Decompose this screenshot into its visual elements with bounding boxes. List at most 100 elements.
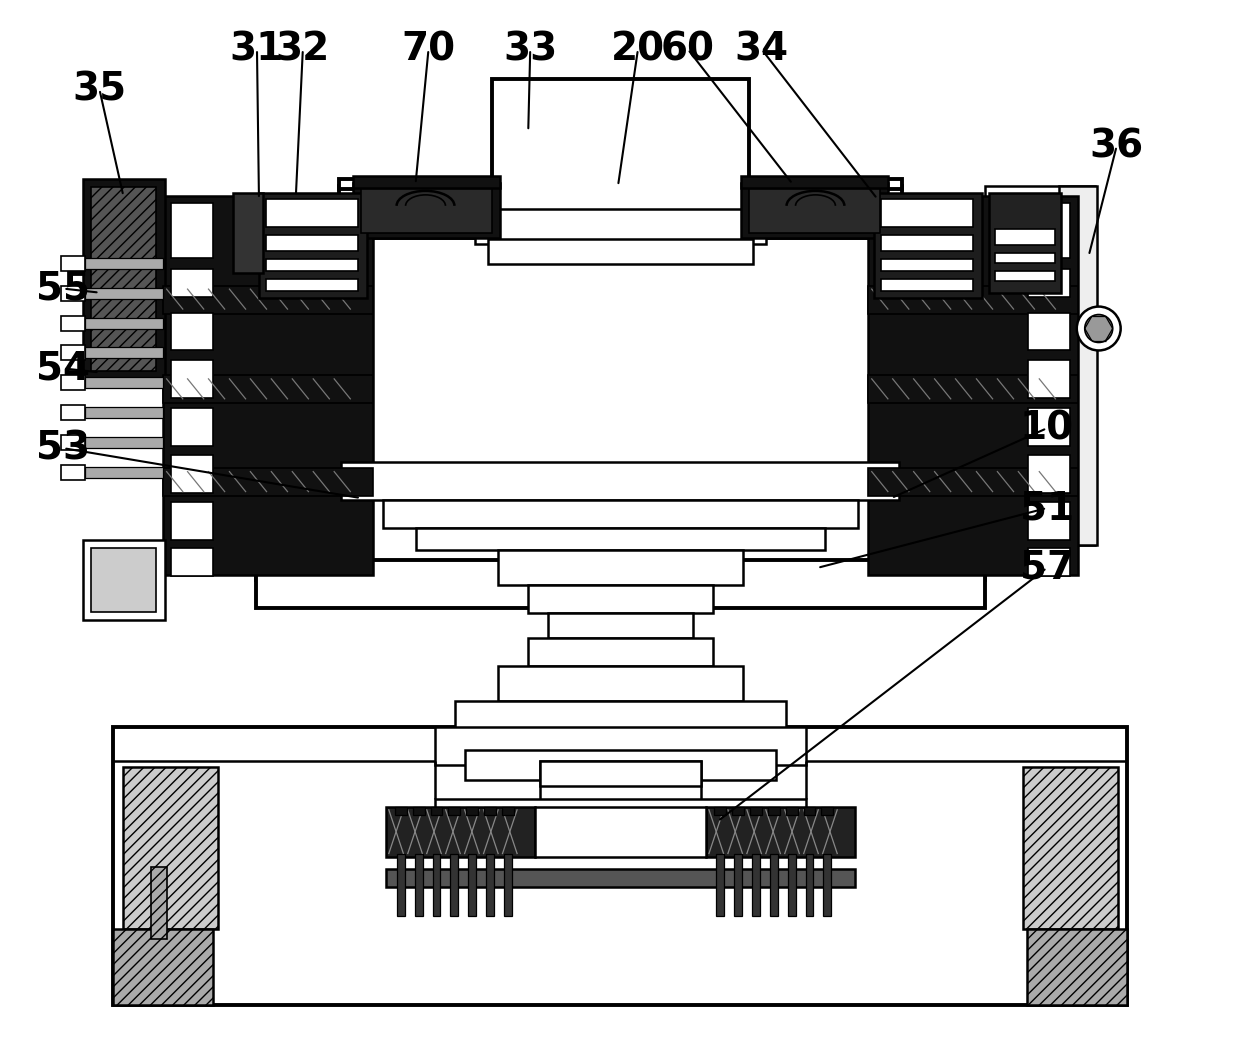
- Bar: [868, 468, 1078, 496]
- Bar: [62, 405, 86, 420]
- Bar: [882, 199, 973, 227]
- Bar: [750, 808, 761, 815]
- Bar: [874, 193, 982, 298]
- Bar: [749, 189, 880, 232]
- Bar: [1028, 548, 1070, 576]
- Bar: [259, 193, 367, 298]
- Text: 70: 70: [402, 30, 455, 69]
- Bar: [1059, 185, 1096, 545]
- Bar: [469, 854, 476, 916]
- Bar: [937, 201, 985, 579]
- Bar: [164, 196, 373, 575]
- Bar: [86, 257, 164, 269]
- Bar: [505, 854, 512, 916]
- Bar: [171, 548, 213, 576]
- Bar: [164, 286, 373, 314]
- Bar: [171, 203, 213, 257]
- Bar: [86, 347, 164, 358]
- Bar: [386, 808, 536, 858]
- Bar: [1027, 928, 1127, 1004]
- Bar: [1028, 269, 1070, 297]
- Bar: [882, 258, 973, 271]
- Bar: [255, 201, 304, 579]
- Circle shape: [1085, 315, 1112, 343]
- Bar: [541, 762, 701, 787]
- Bar: [528, 638, 713, 666]
- Bar: [740, 176, 888, 188]
- Bar: [1028, 203, 1070, 257]
- Bar: [113, 727, 1127, 1004]
- Bar: [383, 500, 858, 528]
- Bar: [489, 239, 753, 264]
- Bar: [548, 613, 693, 638]
- Bar: [339, 179, 903, 189]
- Bar: [994, 271, 1055, 280]
- Bar: [113, 928, 213, 1004]
- Bar: [536, 808, 706, 858]
- Bar: [92, 548, 156, 612]
- Bar: [265, 258, 357, 271]
- Bar: [768, 808, 780, 815]
- Bar: [171, 408, 213, 446]
- Bar: [502, 808, 515, 815]
- Bar: [397, 854, 404, 916]
- Text: 54: 54: [36, 349, 91, 388]
- Bar: [770, 854, 777, 916]
- Bar: [435, 799, 806, 821]
- Bar: [265, 278, 357, 291]
- Bar: [868, 196, 1078, 575]
- Text: 20: 20: [611, 30, 665, 69]
- Text: 33: 33: [503, 30, 557, 69]
- Bar: [465, 750, 775, 780]
- Bar: [394, 808, 407, 815]
- Bar: [479, 728, 763, 750]
- Text: 34: 34: [734, 30, 789, 69]
- Bar: [706, 808, 856, 858]
- Bar: [485, 808, 496, 815]
- Bar: [882, 278, 973, 291]
- Bar: [486, 854, 495, 916]
- Circle shape: [1076, 306, 1121, 350]
- Bar: [164, 468, 373, 496]
- Bar: [882, 234, 973, 251]
- Bar: [806, 854, 813, 916]
- Bar: [341, 463, 899, 500]
- Bar: [823, 854, 832, 916]
- Bar: [171, 269, 213, 297]
- Bar: [466, 808, 479, 815]
- Text: 51: 51: [1019, 489, 1074, 527]
- Bar: [1028, 502, 1070, 540]
- Bar: [62, 436, 86, 450]
- Bar: [475, 208, 765, 244]
- Bar: [123, 767, 218, 928]
- Text: 53: 53: [36, 429, 91, 467]
- Bar: [352, 183, 500, 238]
- Bar: [86, 438, 164, 448]
- Bar: [265, 199, 357, 227]
- Bar: [171, 361, 213, 398]
- Text: 55: 55: [36, 270, 91, 307]
- Bar: [164, 375, 373, 403]
- Bar: [740, 183, 888, 238]
- Bar: [86, 377, 164, 389]
- Bar: [62, 286, 86, 300]
- Bar: [233, 193, 263, 273]
- Bar: [541, 762, 701, 801]
- Bar: [86, 318, 164, 328]
- Text: 36: 36: [1090, 127, 1143, 165]
- Bar: [92, 187, 156, 371]
- Bar: [171, 455, 213, 493]
- Bar: [804, 808, 816, 815]
- Bar: [435, 727, 806, 765]
- Bar: [86, 288, 164, 299]
- Bar: [386, 869, 856, 887]
- Bar: [868, 286, 1078, 314]
- Bar: [361, 189, 492, 232]
- Bar: [1028, 313, 1070, 350]
- Bar: [1028, 408, 1070, 446]
- Bar: [62, 375, 86, 391]
- Text: 60: 60: [661, 30, 714, 69]
- Bar: [714, 808, 725, 815]
- Bar: [171, 502, 213, 540]
- Text: 10: 10: [1019, 410, 1074, 447]
